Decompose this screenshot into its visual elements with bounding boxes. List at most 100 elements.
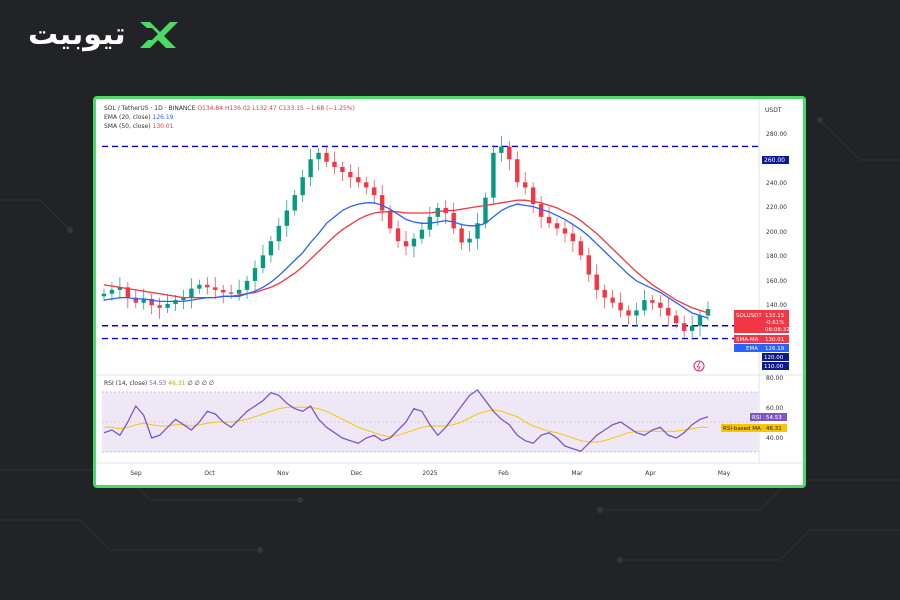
- rsi-legend-label: RSI (14, close): [104, 380, 148, 387]
- candle-body: [681, 323, 687, 331]
- candle-body: [292, 195, 297, 211]
- candle-body: [324, 152, 329, 162]
- time-axis-label: Dec: [351, 470, 363, 477]
- rsi-tag-value: 54.53: [766, 415, 782, 421]
- candle-body: [300, 177, 305, 196]
- time-axis-label: Nov: [277, 470, 289, 477]
- price-chart[interactable]: USDT 280.00 240.00 220.00 200.00 180.00 …: [96, 99, 803, 485]
- candle-body: [602, 289, 607, 298]
- sma-tag-value: 130.01: [765, 337, 784, 343]
- rsi-ma-tag-name: RSI-based MA: [723, 426, 761, 432]
- time-axis-label: Feb: [498, 470, 509, 477]
- candle-body: [276, 225, 282, 242]
- candle-body: [586, 255, 591, 275]
- candle-body: [387, 210, 393, 229]
- candle-body: [125, 287, 131, 298]
- symbol-label: SOL / TetherUS · 1D · BINANCE: [104, 105, 196, 112]
- chart-legend: SOL / TetherUS · 1D · BINANCE O134.84 H1…: [104, 104, 355, 131]
- candle-body: [395, 228, 401, 242]
- symbol-row: SOL / TetherUS · 1D · BINANCE O134.84 H1…: [104, 104, 355, 113]
- level-120-tag: 120.00: [764, 355, 784, 361]
- candle-body: [221, 289, 226, 293]
- rsi-tick-label: 60.00: [766, 405, 783, 412]
- candle-body: [340, 166, 345, 173]
- brand-logo: تیوبیت: [28, 14, 180, 54]
- candle-body: [650, 300, 655, 303]
- candle-body: [213, 287, 218, 290]
- candle-body: [372, 187, 377, 196]
- ema-tag-value: 126.19: [765, 346, 785, 352]
- time-axis-label: Sep: [130, 470, 142, 477]
- candle-body: [570, 233, 576, 242]
- candle-body: [554, 223, 560, 229]
- candle-body: [149, 298, 154, 306]
- candle-body: [538, 204, 544, 217]
- price-tick-label: 240.00: [766, 180, 787, 187]
- price-tick-label: 180.00: [766, 253, 787, 260]
- candle-body: [268, 241, 274, 256]
- candle-body: [379, 195, 385, 211]
- ema-legend-row[interactable]: EMA (20, close) 126.19: [104, 113, 355, 122]
- candle-body: [356, 177, 361, 183]
- rsi-tick-label: 40.00: [766, 435, 783, 442]
- price-tick-label: 80.00: [766, 375, 783, 382]
- high-value: H136.02: [224, 105, 251, 112]
- last-price-tag: 133.15: [765, 313, 785, 319]
- candle-body: [658, 302, 663, 308]
- candle-body: [252, 268, 258, 281]
- candle-body: [228, 292, 234, 294]
- candle-body: [451, 213, 456, 229]
- sma-legend-value: 130.01: [152, 123, 174, 130]
- rsi-legend[interactable]: RSI (14, close) 54.53 46.31 ∅ ∅ ∅ ∅: [104, 380, 214, 387]
- change-value: −1.68 (−1.25%): [305, 105, 355, 112]
- candle-body: [697, 315, 703, 326]
- price-axis-unit: USDT: [765, 107, 782, 114]
- symbol-tag: SOLUSDT: [736, 313, 762, 319]
- ema-legend-label: EMA (20, close): [104, 114, 151, 121]
- candle-body: [141, 298, 146, 303]
- level-260-tag: 260.00: [764, 157, 785, 164]
- candle-body: [626, 310, 631, 316]
- candle-body: [507, 146, 512, 160]
- price-tick-label: 200.00: [766, 229, 787, 236]
- candle-body: [244, 280, 250, 290]
- rsi-ma-legend-value: 46.31: [168, 380, 186, 387]
- candle-body: [562, 228, 568, 234]
- candle-body: [109, 289, 115, 294]
- candle-body: [689, 325, 695, 331]
- candle-body: [117, 287, 123, 290]
- price-tick-label: 140.00: [766, 302, 787, 309]
- price-tick-label: 280.00: [766, 131, 787, 138]
- candle-body: [403, 241, 409, 247]
- rsi-ma-line: [104, 406, 708, 443]
- lightning-icon[interactable]: [693, 360, 705, 372]
- candle-body: [157, 305, 162, 308]
- candle-body: [189, 288, 194, 298]
- rsi-legend-extra: ∅ ∅ ∅ ∅: [187, 380, 215, 387]
- price-tick-label: 160.00: [766, 278, 787, 285]
- candle-body: [284, 210, 289, 226]
- candle-body: [491, 152, 496, 198]
- candle-body: [197, 284, 202, 289]
- candle-body: [578, 241, 584, 256]
- ema-line: [103, 202, 709, 319]
- price-tick-label: 220.00: [766, 204, 787, 211]
- rsi-line: [103, 389, 709, 453]
- candle-body: [642, 300, 647, 311]
- sma-legend-row[interactable]: SMA (50, close) 130.01: [104, 122, 355, 131]
- candle-body: [666, 307, 671, 316]
- candle-body: [594, 274, 599, 290]
- candle-body: [133, 297, 138, 303]
- candle-body: [515, 159, 520, 183]
- candle-body: [411, 238, 417, 247]
- candle-body: [332, 161, 337, 167]
- chart-frame: USDT 280.00 240.00 220.00 200.00 180.00 …: [93, 96, 806, 488]
- close-value: C133.15: [278, 105, 304, 112]
- candle-body: [316, 152, 321, 160]
- rsi-tag-name: RSI: [752, 415, 761, 421]
- candle-body: [173, 300, 178, 304]
- change-pct-tag: -0.61%: [765, 320, 784, 326]
- candle-body: [364, 182, 369, 188]
- candle-body: [467, 238, 472, 243]
